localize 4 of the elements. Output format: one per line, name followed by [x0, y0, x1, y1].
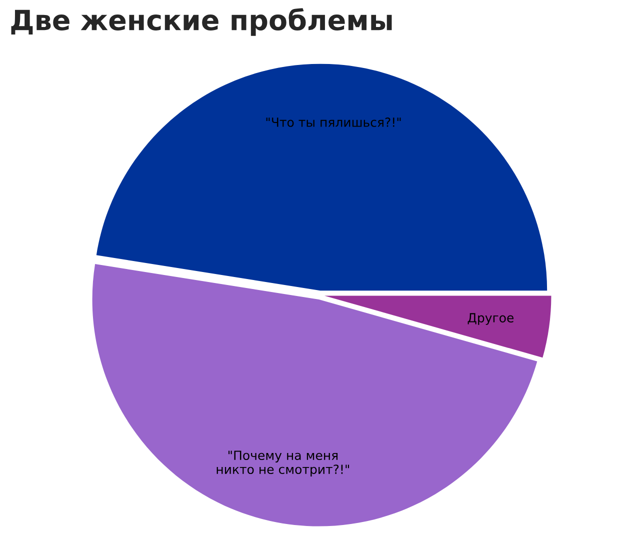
slice-label: Другое	[468, 313, 514, 325]
chart-title: Две женские проблемы	[11, 8, 392, 36]
slice-label: "Что ты пялишься?!"	[266, 117, 401, 127]
slice-label: "Почему на меня никто не смотрит?!"	[216, 450, 350, 476]
